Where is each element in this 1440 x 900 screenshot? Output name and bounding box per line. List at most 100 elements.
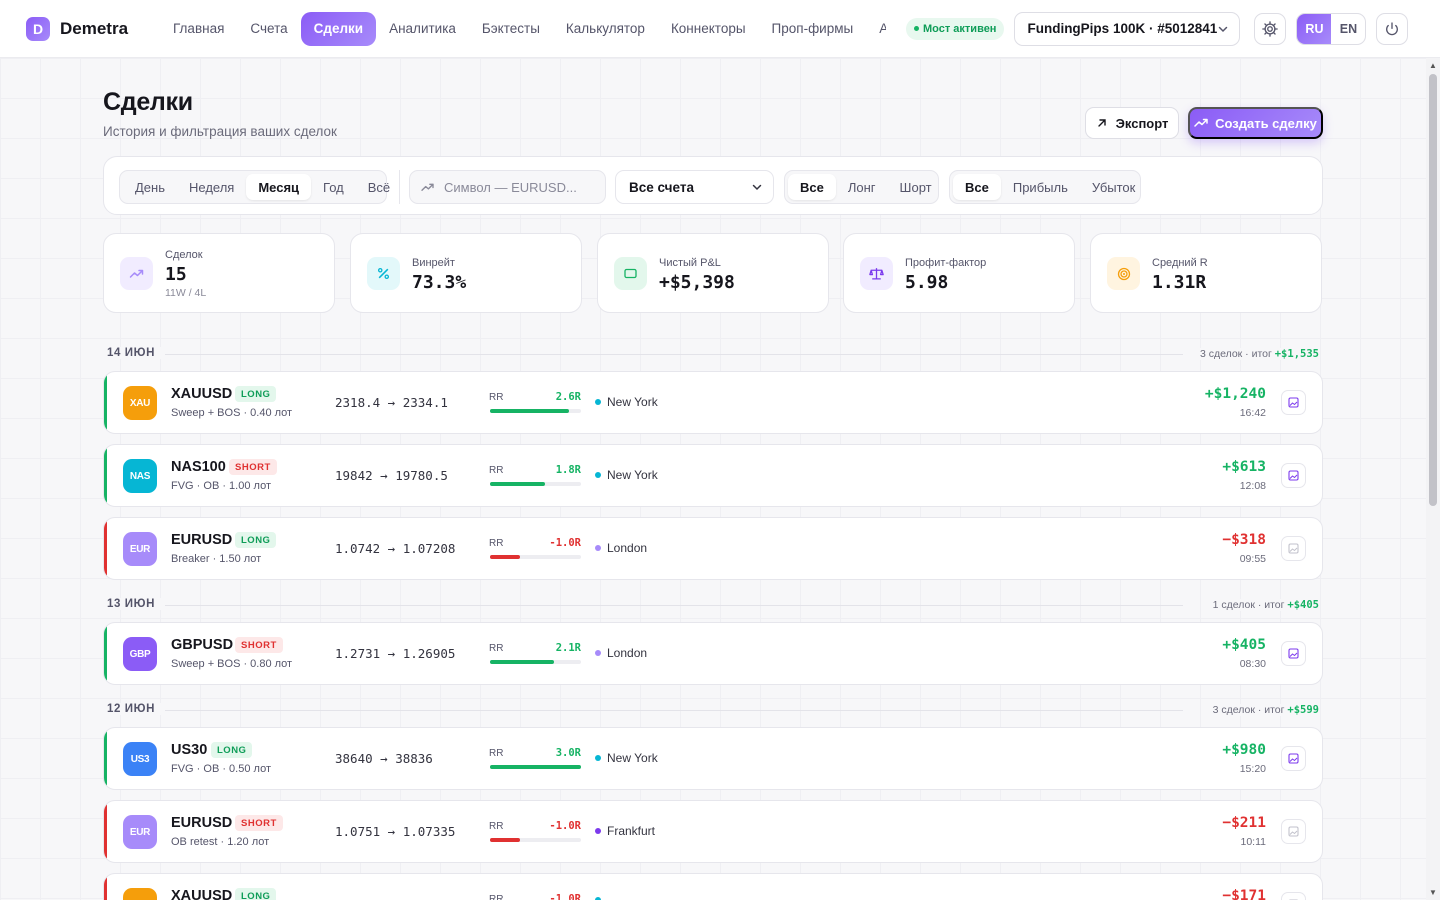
outcome-all[interactable]: Все <box>953 174 1001 200</box>
trade-prices: 2318.4 → 2334.1 <box>335 395 448 410</box>
period-year[interactable]: Год <box>323 179 344 195</box>
trend-up-icon <box>120 257 153 290</box>
nav-calculator[interactable]: Калькулятор <box>565 21 645 36</box>
rr-value: 2.1R <box>555 642 581 654</box>
stat-value: 5.98 <box>905 272 949 293</box>
nav-prop-firms[interactable]: Проп-фирмы <box>771 21 854 36</box>
rr-label: RR <box>489 894 504 900</box>
account-selector[interactable]: FundingPips 100K · #5012841 <box>1014 11 1241 46</box>
scrollbar-thumb[interactable] <box>1429 74 1437 506</box>
scroll-up-icon[interactable]: ▲ <box>1429 61 1437 70</box>
outcome-loss[interactable]: Убыток <box>1091 179 1136 195</box>
trade-symbol: XAUUSD <box>171 888 233 900</box>
screenshot-button[interactable] <box>1281 390 1306 415</box>
trade-session: London <box>595 646 647 660</box>
nav-accounts[interactable]: Счета <box>250 21 288 36</box>
export-button[interactable]: Экспорт <box>1085 107 1179 139</box>
trade-session: New York <box>595 751 658 765</box>
screenshot-button[interactable] <box>1281 536 1306 561</box>
trade-row[interactable]: NAS NAS100 SHORT FVG · OB · 1.00 лот 198… <box>103 444 1323 507</box>
page-title: Сделки <box>103 88 193 116</box>
lang-ru[interactable]: RU <box>1297 13 1332 44</box>
rr-label: RR <box>489 465 504 476</box>
account-filter-select[interactable]: Все счета <box>615 170 774 204</box>
nav-connectors[interactable]: Коннекторы <box>670 21 746 36</box>
session-name: New York <box>607 751 658 765</box>
bridge-status-badge: Мост активен <box>906 17 1005 40</box>
period-day[interactable]: День <box>135 179 165 195</box>
nav-trades[interactable]: Сделки <box>300 11 377 46</box>
rr-bar <box>490 660 581 664</box>
trade-row[interactable]: EUR EURUSD LONG Breaker · 1.50 лот 1.074… <box>103 517 1323 580</box>
stat-label: Винрейт <box>412 257 455 269</box>
trade-prices: 1.0751 → 1.07335 <box>335 824 456 839</box>
session-dot-icon <box>595 897 601 900</box>
trade-row[interactable]: GBP GBPUSD SHORT Sweep + BOS · 0.80 лот … <box>103 622 1323 685</box>
trade-pnl: −$211 <box>1222 815 1266 831</box>
trade-row[interactable]: XAU XAUUSD LONG Sweep + BOS · 0.40 лот 2… <box>103 371 1323 434</box>
side-badge: LONG <box>211 742 253 758</box>
screenshot-button[interactable] <box>1281 819 1306 844</box>
day-header: 12 ИЮН 3 сделок · итог +$599 <box>103 703 1323 717</box>
trade-symbol: GBPUSD <box>171 637 234 653</box>
period-week[interactable]: Неделя <box>189 179 235 195</box>
image-icon <box>1288 397 1299 408</box>
trade-setup: FVG · OB · 0.50 лот <box>171 763 271 775</box>
trend-up-icon <box>1194 118 1208 127</box>
trade-time: 08:30 <box>1239 658 1266 670</box>
lang-en[interactable]: EN <box>1339 21 1358 36</box>
day-date: 14 ИЮН <box>107 347 164 359</box>
screenshot-button[interactable] <box>1281 746 1306 771</box>
direction-short[interactable]: Шорт <box>899 179 932 195</box>
scrollbar[interactable]: ▲ ▼ <box>1426 58 1440 900</box>
outcome-profit[interactable]: Прибыль <box>1012 179 1068 195</box>
session-name: Frankfurt <box>607 824 656 838</box>
day-total: +$599 <box>1287 704 1319 716</box>
rr-label: RR <box>489 392 504 403</box>
stat-avg-r-card: Средний R 1.31R <box>1090 233 1322 313</box>
nav-more[interactable]: Ак <box>879 21 886 36</box>
trend-up-icon <box>421 183 434 191</box>
trade-setup: Breaker · 1.50 лот <box>171 553 262 565</box>
trade-row[interactable]: US3 US30 LONG FVG · OB · 0.50 лот 38640 … <box>103 727 1323 790</box>
trade-setup: Sweep + BOS · 0.40 лот <box>171 407 293 419</box>
symbol-search-input[interactable]: Символ — EURUSD... <box>409 170 606 204</box>
period-all[interactable]: Всё <box>367 179 391 195</box>
session-name: New York <box>607 395 658 409</box>
symbol-icon: XAU <box>123 386 157 420</box>
period-month[interactable]: Месяц <box>246 174 312 200</box>
direction-long[interactable]: Лонг <box>847 179 876 195</box>
day-summary: 3 сделок · итог +$1,535 <box>1191 348 1319 360</box>
trade-pnl: −$318 <box>1222 532 1266 548</box>
logout-button[interactable] <box>1376 12 1409 45</box>
rr-bar <box>490 409 581 413</box>
session-name: London <box>607 646 648 660</box>
stat-value: 15 <box>165 264 187 285</box>
nav-home[interactable]: Главная <box>173 21 225 36</box>
rr-bar <box>490 482 581 486</box>
settings-button[interactable] <box>1254 12 1287 45</box>
trade-session: Frankfurt <box>595 824 655 838</box>
outcome-filter: Все Прибыль Убыток <box>949 170 1141 204</box>
day-summary-text: 3 сделок · итог <box>1212 704 1285 716</box>
nav-backtests[interactable]: Бэктесты <box>481 21 540 36</box>
screenshot-button[interactable] <box>1281 892 1306 900</box>
direction-all[interactable]: Все <box>788 174 836 200</box>
screenshot-button[interactable] <box>1281 641 1306 666</box>
account-filter-value: Все счета <box>629 179 694 195</box>
nav-analytics[interactable]: Аналитика <box>389 21 456 36</box>
chevron-down-icon <box>1219 26 1228 32</box>
scroll-down-icon[interactable]: ▼ <box>1429 888 1437 897</box>
rr-label: RR <box>489 643 504 654</box>
create-trade-button[interactable]: Создать сделку <box>1188 107 1323 139</box>
app-logo[interactable]: D Demetra <box>26 16 160 41</box>
trade-row[interactable]: XAU XAUUSD LONG RR -1.0R −$171 <box>103 873 1323 900</box>
session-dot-icon <box>595 472 601 478</box>
stat-winrate-card: Винрейт 73.3% <box>350 233 582 313</box>
target-icon <box>1107 257 1140 290</box>
day-divider <box>165 710 1183 711</box>
screenshot-button[interactable] <box>1281 463 1306 488</box>
session-dot-icon <box>595 828 601 834</box>
trade-row[interactable]: EUR EURUSD SHORT OB retest · 1.20 лот 1.… <box>103 800 1323 863</box>
session-name: London <box>607 541 648 555</box>
